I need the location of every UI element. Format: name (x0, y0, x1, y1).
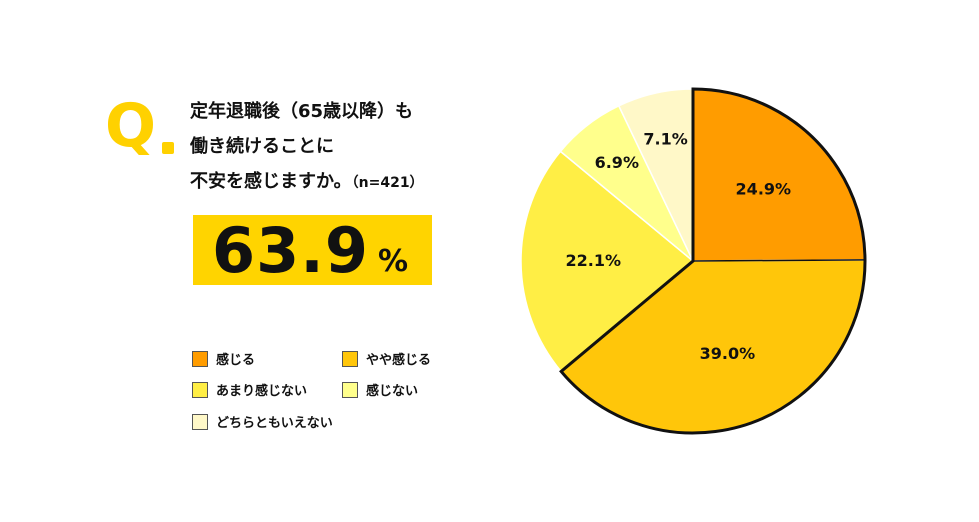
pie-highlight-outline (559, 87, 867, 435)
legend-label: やや感じる (366, 353, 432, 368)
headline-value: 63.9 (212, 214, 369, 287)
legend-label: あまり感じない (216, 384, 308, 399)
legend-label: どちらともいえない (216, 416, 333, 431)
q-mark: Q (105, 91, 157, 161)
legend-swatch (192, 381, 208, 398)
legend-item: 感じない (342, 380, 418, 399)
pie-slice (692, 88, 866, 262)
pie-divider (692, 259, 866, 262)
pie-slice-label: 39.0% (700, 344, 756, 363)
legend-swatch (192, 350, 208, 367)
question-line-3-text: 不安を感じますか。 (190, 171, 352, 192)
legend-label: 感じない (366, 384, 419, 399)
headline-box (193, 215, 432, 285)
pie-slice-label: 7.1% (643, 130, 687, 149)
sample-size: （n=421） (351, 175, 424, 191)
legend-item: どちらともいえない (192, 412, 333, 431)
pie-slice (520, 150, 695, 373)
legend-swatch (342, 381, 358, 398)
legend-item: やや感じる (342, 349, 431, 368)
legend-item: 感じる (192, 349, 255, 368)
q-mark-dot (162, 142, 174, 154)
question-text: 定年退職後（65歳以降）も 働き続けることに 不安を感じますか。（n=421） (190, 94, 424, 201)
pie-slice-label: 22.1% (565, 251, 621, 270)
pie-slice-label: 24.9% (736, 180, 792, 199)
headline-unit: % (378, 244, 409, 279)
question-line-2: 働き続けることに (190, 136, 334, 157)
question-line-1: 定年退職後（65歳以降）も (190, 101, 414, 122)
legend-label: 感じる (216, 353, 256, 368)
legend-swatch (192, 413, 208, 430)
legend-item: あまり感じない (192, 380, 307, 399)
pie-slice-label: 6.9% (595, 153, 639, 172)
question-line-3: 不安を感じますか。（n=421） (190, 164, 424, 201)
legend-swatch (342, 350, 358, 367)
